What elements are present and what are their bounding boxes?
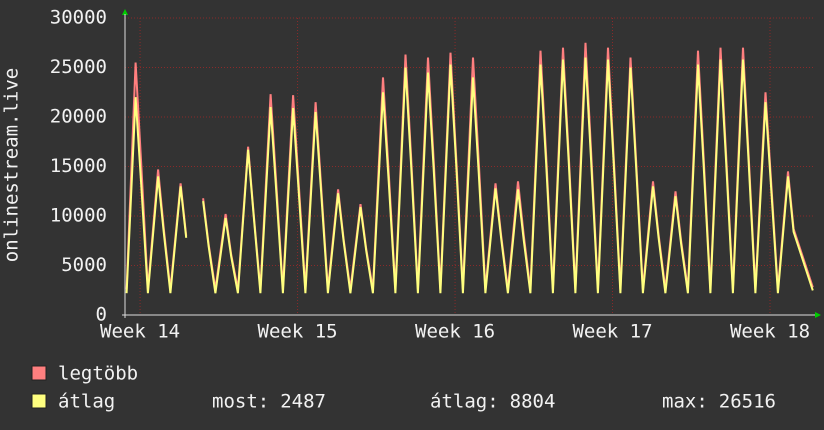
y-tick-label: 20000	[50, 106, 107, 128]
stat-value: 26516	[719, 391, 776, 413]
y-tick-label: 30000	[50, 7, 107, 29]
x-tick-label: Week 15	[258, 321, 338, 343]
stat-label: max:	[662, 391, 708, 413]
stat-value: 2487	[280, 391, 326, 413]
axis-arrow	[122, 9, 128, 15]
series-line	[125, 57, 814, 294]
legend-swatch	[31, 393, 47, 409]
x-tick-label: Week 18	[730, 321, 810, 343]
stat-label: most:	[212, 391, 269, 413]
x-tick-label: Week 17	[572, 321, 652, 343]
y-tick-label: 25000	[50, 56, 107, 78]
x-tick-label: Week 16	[415, 321, 495, 343]
y-tick-label: 0	[96, 304, 107, 326]
y-axis-label: onlinestream.live	[1, 68, 23, 262]
legend-swatch	[31, 365, 47, 381]
legend-label: átlag	[58, 391, 115, 413]
x-tick-label: Week 14	[100, 321, 180, 343]
y-tick-label: 15000	[50, 155, 107, 177]
legend-label: legtöbb	[58, 363, 138, 385]
stat-label: átlag:	[430, 391, 499, 413]
y-tick-label: 5000	[61, 254, 107, 276]
axis-arrow	[815, 312, 821, 318]
stat-value: 8804	[510, 391, 556, 413]
y-tick-label: 10000	[50, 205, 107, 227]
